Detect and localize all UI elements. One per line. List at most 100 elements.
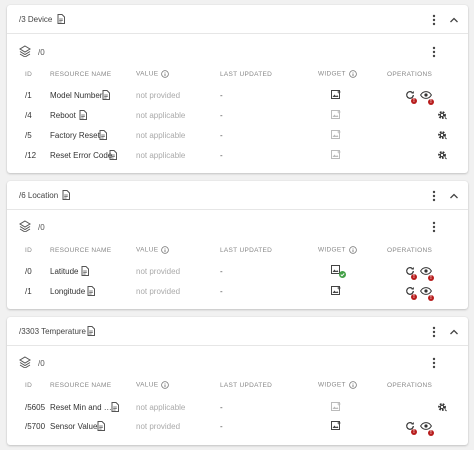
resource-name: Reset Min and …: [50, 403, 112, 412]
column-header-id: ID: [25, 382, 33, 389]
document-icon[interactable]: [87, 286, 95, 298]
last-updated: -: [220, 287, 223, 296]
instance-more-options-icon[interactable]: [431, 46, 437, 58]
document-icon[interactable]: [57, 14, 65, 26]
column-header-last-updated: LAST UPDATED: [220, 382, 273, 389]
resource-name: Reset Error Code: [50, 151, 113, 160]
document-icon[interactable]: [79, 110, 87, 122]
resource-id: /4: [25, 111, 32, 120]
add-widget-icon[interactable]: [331, 421, 341, 431]
resource-name: Longitude: [50, 287, 86, 296]
resource-name: Reboot: [50, 111, 76, 120]
add-widget-icon-disabled: [331, 130, 341, 140]
instance-more-options-icon[interactable]: [431, 221, 437, 233]
info-icon: [348, 246, 357, 254]
document-icon[interactable]: [87, 326, 95, 338]
eye-icon[interactable]: [420, 422, 432, 430]
execute-gear-icon[interactable]: [437, 130, 447, 140]
object-card-header: /6 Location: [7, 181, 468, 210]
document-icon[interactable]: [62, 190, 70, 202]
execute-gear-icon[interactable]: [437, 110, 447, 120]
refresh-icon[interactable]: [405, 421, 415, 431]
document-icon[interactable]: [81, 266, 89, 278]
add-widget-icon-disabled: [331, 402, 341, 412]
execute-gear-icon[interactable]: [437, 150, 447, 160]
chevron-up-icon[interactable]: [449, 192, 459, 200]
object-card-temperature: /3303 Temperature /0 ID RESOURCE NAME VA…: [7, 317, 468, 445]
info-icon: [161, 381, 170, 389]
info-icon: [348, 381, 357, 389]
instance-label: /0: [38, 48, 45, 57]
operations-read-observe: ! !: [405, 265, 439, 281]
resource-id: /1: [25, 91, 32, 100]
column-header-widget-label: WIDGET: [318, 381, 346, 389]
last-updated: -: [220, 267, 223, 276]
column-header-resource-name: RESOURCE NAME: [50, 382, 112, 389]
resource-name: Latitude: [50, 267, 79, 276]
document-icon[interactable]: [99, 130, 107, 142]
last-updated: -: [220, 422, 223, 431]
column-header-value-label: VALUE: [136, 70, 159, 78]
document-icon[interactable]: [109, 150, 117, 162]
add-widget-icon-disabled: [331, 110, 341, 120]
column-header-operations: OPERATIONS: [387, 71, 433, 78]
resource-value: not provided: [136, 267, 181, 276]
column-header-resource-name: RESOURCE NAME: [50, 71, 112, 78]
operations-read-observe: ! !: [405, 89, 439, 105]
document-icon[interactable]: [111, 402, 119, 414]
column-header-widget: WIDGET: [318, 381, 357, 389]
add-widget-icon[interactable]: [331, 286, 341, 296]
resource-name: Factory Reset: [50, 131, 100, 140]
more-options-icon[interactable]: [431, 326, 437, 338]
add-widget-icon[interactable]: [331, 90, 341, 100]
resource-id: /5605: [25, 403, 46, 412]
column-header-id: ID: [25, 71, 33, 78]
last-updated: -: [220, 111, 223, 120]
chevron-up-icon[interactable]: [449, 16, 459, 24]
refresh-icon[interactable]: [405, 90, 415, 100]
refresh-icon[interactable]: [405, 266, 415, 276]
instance-row: /0: [7, 214, 468, 242]
operations-read-observe: ! !: [405, 420, 439, 436]
refresh-icon[interactable]: [405, 286, 415, 296]
error-badge: !: [411, 294, 417, 300]
resource-id: /1: [25, 287, 32, 296]
eye-icon[interactable]: [420, 91, 432, 99]
resource-value: not provided: [136, 287, 181, 296]
widget-added-icon[interactable]: [331, 265, 347, 279]
column-header-value: VALUE: [136, 381, 170, 389]
resource-name: Model Number: [50, 91, 103, 100]
column-header-widget: WIDGET: [318, 70, 357, 78]
last-updated: -: [220, 403, 223, 412]
more-options-icon[interactable]: [431, 14, 437, 26]
error-badge: !: [428, 99, 434, 105]
last-updated: -: [220, 151, 223, 160]
column-header-value-label: VALUE: [136, 381, 159, 389]
resource-id: /5700: [25, 422, 46, 431]
instance-row: /0: [7, 38, 468, 66]
error-badge: !: [428, 430, 434, 436]
chevron-up-icon[interactable]: [449, 328, 459, 336]
eye-icon[interactable]: [420, 267, 432, 275]
resource-id: /12: [25, 151, 37, 160]
object-card-header: /3303 Temperature: [7, 317, 468, 346]
instance-row: /0: [7, 350, 468, 378]
info-icon: [161, 70, 170, 78]
more-options-icon[interactable]: [431, 190, 437, 202]
layers-icon: [19, 45, 31, 58]
info-icon: [161, 246, 170, 254]
document-icon[interactable]: [97, 421, 105, 433]
execute-gear-icon[interactable]: [437, 402, 447, 412]
document-icon[interactable]: [102, 90, 110, 102]
eye-icon[interactable]: [420, 287, 432, 295]
column-header-widget-label: WIDGET: [318, 70, 346, 78]
column-header-widget-label: WIDGET: [318, 246, 346, 254]
instance-label: /0: [38, 223, 45, 232]
error-badge: !: [428, 275, 434, 281]
column-header-operations: OPERATIONS: [387, 382, 433, 389]
error-badge: !: [428, 295, 434, 301]
resource-value: not provided: [136, 422, 181, 431]
instance-more-options-icon[interactable]: [431, 357, 437, 369]
column-header-value: VALUE: [136, 70, 170, 78]
object-card-device: /3 Device /0 ID RESOURCE NAME VALUE LAST…: [7, 5, 468, 173]
